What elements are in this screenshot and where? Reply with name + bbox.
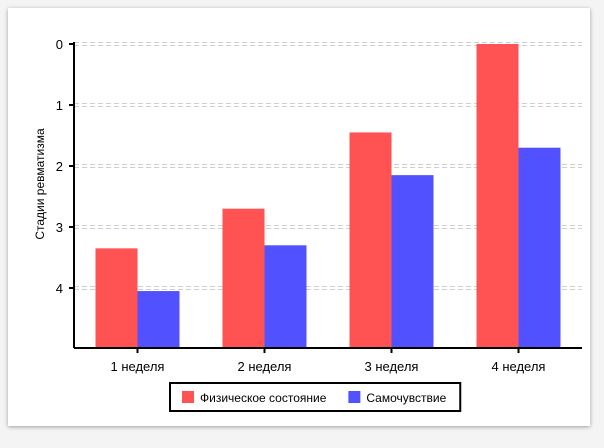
x-tick-label: 2 неделя: [238, 359, 292, 374]
y-tick-label: 4: [56, 281, 63, 296]
bars: [95, 44, 561, 348]
axes: [73, 42, 582, 349]
legend-swatch: [348, 391, 361, 403]
gridlines: [74, 42, 582, 290]
y-tick-label: 3: [56, 220, 63, 235]
y-tick-label: 0: [56, 37, 63, 52]
bar: [95, 248, 138, 348]
bar: [264, 245, 307, 348]
x-ticks: 1 неделя 2 неделя 3 неделя 4 неделя: [111, 348, 546, 374]
chart-card: 0 1 2 3 4 1 неделя 2 неделя 3 неделя 4 неделя С…: [8, 8, 590, 426]
x-tick-label: 3 неделя: [365, 359, 419, 374]
y-tick-label: 1: [56, 98, 63, 113]
bar: [137, 291, 180, 348]
legend: Физическое состояние Самочувствие: [169, 382, 462, 412]
legend-label: Самочувствие: [366, 391, 446, 405]
legend-label: Физическое состояние: [200, 391, 327, 405]
bar: [476, 44, 519, 348]
y-tick-label: 2: [56, 159, 63, 174]
bar: [391, 175, 434, 348]
bar-chart: 0 1 2 3 4 1 неделя 2 неделя 3 неделя 4 неделя С…: [33, 37, 582, 412]
x-tick-label: 4 неделя: [492, 359, 546, 374]
legend-box: [169, 382, 462, 412]
bar: [518, 147, 561, 348]
bar: [349, 132, 392, 348]
x-tick-label: 1 неделя: [111, 359, 165, 374]
y-axis-title: Стадии ревматизма: [33, 128, 47, 240]
bar: [222, 208, 265, 348]
y-ticks: 0 1 2 3 4: [56, 37, 74, 296]
legend-swatch: [182, 391, 194, 403]
